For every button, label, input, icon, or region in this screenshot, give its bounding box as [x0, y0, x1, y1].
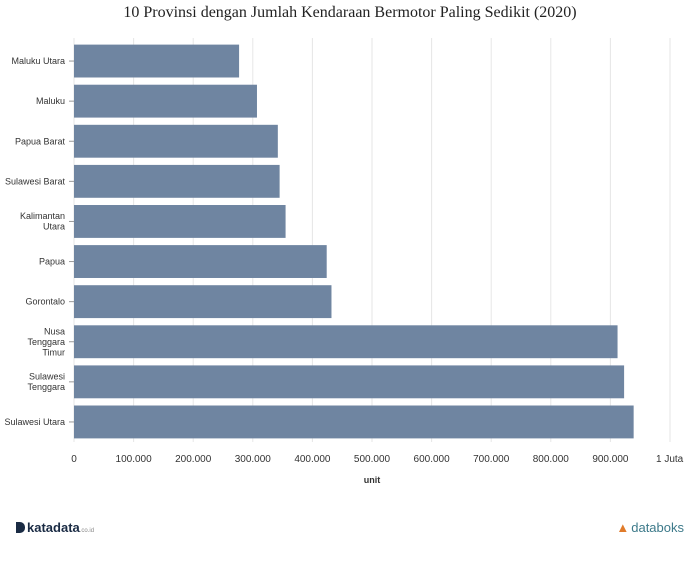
y-category-label: Nusa Tenggara Timur — [27, 326, 65, 357]
x-tick-label: 100.000 — [116, 454, 153, 465]
y-axis-labels: Maluku Utara Maluku Papua Barat Sulawesi Ba… — [4, 56, 74, 427]
y-category-label: Maluku — [36, 96, 65, 106]
bar[interactable] — [74, 325, 618, 359]
bar[interactable] — [74, 285, 332, 319]
bar[interactable] — [74, 164, 280, 198]
y-category-label: Maluku Utara — [11, 56, 65, 66]
x-axis-title: unit — [364, 475, 381, 485]
x-tick-label: 1 Juta — [656, 454, 684, 465]
y-category-label: Kalimantan Utara — [20, 211, 65, 232]
bar[interactable] — [74, 205, 286, 238]
y-category-label: Papua Barat — [15, 136, 66, 146]
x-tick-label: 400.000 — [294, 454, 331, 465]
y-category-label: Papua — [39, 257, 65, 267]
x-tick-label: 700.000 — [473, 454, 510, 465]
bars — [74, 44, 634, 439]
y-category-label: Sulawesi Tenggara — [27, 372, 65, 393]
bar[interactable] — [74, 124, 278, 158]
databoks-logo: ▲ databoks — [616, 520, 684, 535]
bar[interactable] — [74, 84, 257, 118]
bar[interactable] — [74, 365, 625, 399]
bar[interactable] — [74, 44, 240, 78]
x-axis-labels: 0 100.000 200.000 300.000 400.000 500.000 600.… — [71, 454, 683, 465]
bar[interactable] — [74, 405, 634, 439]
x-tick-label: 200.000 — [175, 454, 212, 465]
y-category-label: Sulawesi Utara — [4, 417, 65, 427]
databoks-chart-icon: ▲ — [616, 520, 630, 535]
katadata-logo: katadata.co.id — [16, 520, 94, 535]
x-tick-label: 500.000 — [354, 454, 391, 465]
katadata-d-icon — [16, 522, 25, 533]
databoks-brand: databoks — [631, 520, 684, 535]
chart-title: 10 Provinsi dengan Jumlah Kendaraan Berm… — [123, 4, 577, 21]
x-tick-label: 600.000 — [414, 454, 451, 465]
x-tick-label: 800.000 — [533, 454, 570, 465]
y-category-label: Gorontalo — [25, 297, 65, 307]
katadata-brand: katadata — [27, 520, 80, 535]
x-tick-label: 900.000 — [592, 454, 629, 465]
y-category-label: Sulawesi Barat — [5, 176, 66, 186]
x-tick-label: 300.000 — [235, 454, 272, 465]
bar[interactable] — [74, 245, 327, 278]
x-tick-label: 0 — [71, 454, 77, 465]
katadata-domain: .co.id — [79, 528, 95, 534]
